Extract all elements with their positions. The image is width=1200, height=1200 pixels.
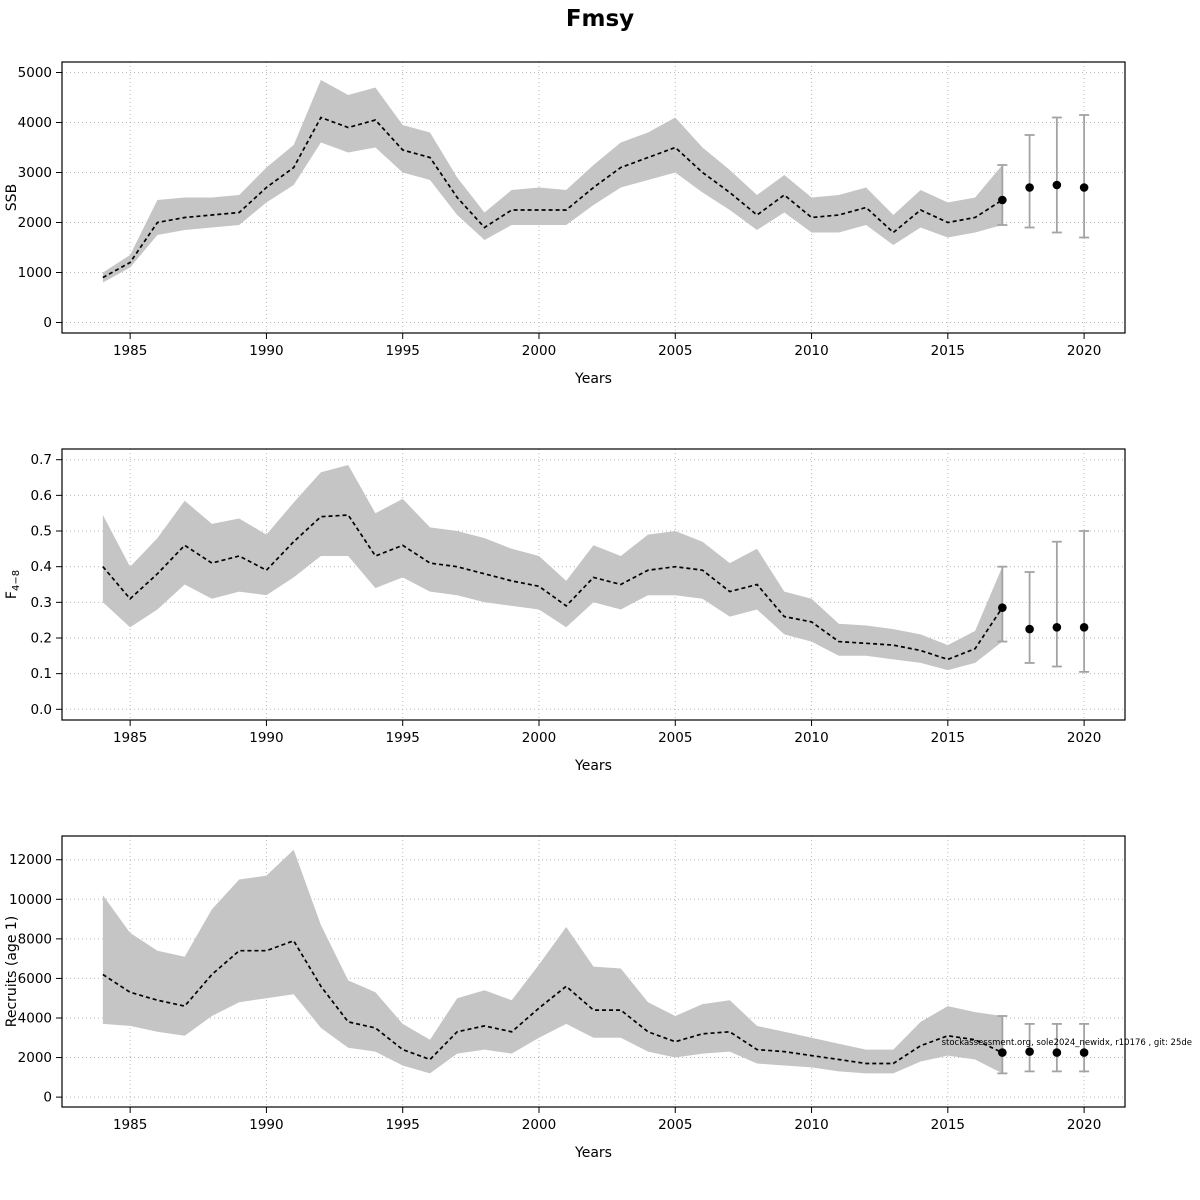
forecast-point [1052, 180, 1062, 190]
y-tick-label: 6000 [18, 971, 52, 987]
y-tick-label: 10000 [9, 892, 52, 908]
forecast-point [1025, 624, 1034, 634]
x-axis-label: Years [574, 758, 612, 774]
y-tick-label: 0.2 [31, 630, 52, 646]
y-tick-label: 0.0 [31, 702, 52, 718]
y-tick-label: 0.5 [31, 524, 52, 540]
forecast-point [998, 195, 1007, 205]
forecast-point [1052, 622, 1062, 632]
y-tick-label: 0.3 [31, 595, 52, 611]
x-tick-label: 2005 [658, 1117, 692, 1133]
y-tick-label: 8000 [18, 931, 52, 947]
forecast-point [1025, 183, 1034, 192]
x-axis-label: Years [574, 371, 612, 387]
watermark: stockassessment.org, sole2024_newidx, r1… [942, 1038, 1192, 1048]
y-tick-label: 0 [43, 315, 52, 331]
y-tick-label: 0.7 [31, 452, 52, 468]
x-tick-label: 2020 [1067, 343, 1101, 359]
x-tick-label: 1995 [386, 1117, 420, 1133]
y-tick-label: 2000 [18, 215, 52, 231]
plots-canvas: 1985 1990 1995 2000 2005 2010 2015 2020 0 1000 200… [4, 61, 1192, 1161]
x-tick-label: 2010 [794, 730, 828, 746]
confidence-band [102, 465, 1003, 671]
confidence-band [102, 80, 1003, 283]
x-tick-label: 2000 [522, 343, 556, 359]
panel-ssb: 1985 1990 1995 2000 2005 2010 2015 2020 0 1000 200… [4, 61, 1126, 387]
confidence-band [102, 849, 1003, 1074]
y-axis-label: SSB [4, 184, 20, 211]
y-tick-label: 12000 [9, 852, 52, 868]
forecast-point [998, 1048, 1007, 1057]
x-tick-label: 2015 [931, 1117, 965, 1133]
forecast-point [1025, 1047, 1034, 1056]
x-tick-label: 2020 [1067, 730, 1101, 746]
forecast-point [1079, 622, 1089, 632]
x-tick-label: 2005 [658, 343, 692, 359]
estimate-line [102, 939, 1003, 1065]
y-tick-label: 4000 [18, 115, 52, 131]
x-axis-label: Years [574, 1145, 612, 1161]
x-tick-label: 2000 [522, 730, 556, 746]
y-tick-label: 0.4 [31, 559, 52, 575]
x-tick-label: 1995 [386, 343, 420, 359]
x-tick-label: 1985 [113, 1117, 147, 1133]
estimate-line [102, 514, 1004, 661]
x-tick-label: 1990 [249, 730, 283, 746]
panel-f: 1985 1990 1995 2000 2005 2010 2015 2020 0.0 0.1 0.… [4, 448, 1126, 774]
x-tick-label: 2010 [794, 343, 828, 359]
x-tick-label: 2010 [794, 1117, 828, 1133]
x-tick-label: 1985 [113, 343, 147, 359]
x-tick-label: 1990 [249, 1117, 283, 1133]
plot-frame [61, 448, 1126, 721]
x-tick-label: 2015 [931, 730, 965, 746]
y-tick-label: 0 [43, 1090, 52, 1106]
y-tick-label: 0.6 [31, 488, 52, 504]
y-tick-label: 3000 [18, 165, 52, 181]
forecast-point [1079, 1048, 1089, 1057]
panel-recruits: 1985 1990 1995 2000 2005 2010 2015 2020 0 2000 400… [4, 835, 1192, 1161]
y-axis-label: F4−8 [4, 570, 22, 599]
plot-frame [61, 61, 1126, 334]
forecast-point [1052, 1048, 1062, 1057]
forecast-point [1079, 183, 1089, 192]
x-tick-label: 2020 [1067, 1117, 1101, 1133]
x-tick-label: 2000 [522, 1117, 556, 1133]
y-tick-label: 4000 [18, 1010, 52, 1026]
y-tick-label: 2000 [18, 1050, 52, 1066]
y-tick-label: 0.1 [31, 666, 52, 682]
x-tick-label: 2015 [931, 343, 965, 359]
y-tick-label: 5000 [18, 65, 52, 81]
y-axis-label: Recruits (age 1) [4, 916, 20, 1028]
chart-title: Fmsy [565, 6, 635, 32]
x-tick-label: 1995 [386, 730, 420, 746]
x-tick-label: 2005 [658, 730, 692, 746]
y-tick-label: 1000 [18, 265, 52, 281]
x-tick-label: 1990 [249, 343, 283, 359]
plot-frame [61, 835, 1126, 1108]
x-tick-label: 1985 [113, 730, 147, 746]
forecast-point [998, 603, 1007, 612]
